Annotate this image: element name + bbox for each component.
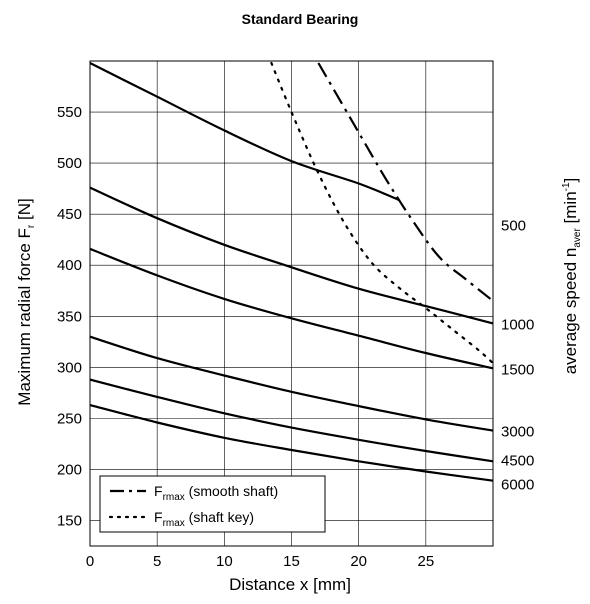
y-tick-label: 300 <box>57 359 82 376</box>
y2-axis-label: average speed naver [min-1] <box>561 178 583 375</box>
x-tick-label: 5 <box>153 553 161 570</box>
chart-title: Standard Bearing <box>242 11 359 27</box>
y-tick-label: 450 <box>57 206 82 223</box>
series-smooth-shaft <box>317 62 494 302</box>
series-3000 <box>89 335 494 432</box>
legend-shaft-key-label: Frmax (shaft key) <box>154 509 254 529</box>
speed-label-500: 500 <box>501 217 526 234</box>
y-tick-label: 150 <box>57 512 82 529</box>
x-axis-label: Distance x [mm] <box>229 575 351 594</box>
y-tick-label: 550 <box>57 104 82 121</box>
y-tick-label: 200 <box>57 461 82 478</box>
legend: Frmax (smooth shaft) Frmax (shaft key) <box>99 475 326 533</box>
x-tick-label: 25 <box>417 553 434 570</box>
series-1500 <box>89 247 494 370</box>
series-500 <box>89 62 400 201</box>
x-tick-label: 10 <box>216 553 233 570</box>
plot-frame <box>89 60 494 547</box>
series-1000 <box>89 186 494 325</box>
x-tick-labels: 0 5 10 15 20 25 <box>86 553 434 570</box>
y-tick-label: 350 <box>57 308 82 325</box>
speed-label-3000: 3000 <box>501 424 534 441</box>
speed-label-1000: 1000 <box>501 316 534 333</box>
speed-label-4500: 4500 <box>501 452 534 469</box>
series-shaft-key <box>270 61 495 365</box>
y-tick-label: 250 <box>57 410 82 427</box>
x-tick-label: 20 <box>350 553 367 570</box>
speed-label-1500: 1500 <box>501 361 534 378</box>
legend-smooth-shaft-label: Frmax (smooth shaft) <box>154 483 278 503</box>
y-tick-label: 400 <box>57 257 82 274</box>
series-4500 <box>89 378 494 463</box>
y-axis-label: Maximum radial force Fr [N] <box>15 198 37 405</box>
y-tick-labels: 150 200 250 300 350 400 450 500 550 <box>57 104 82 529</box>
speed-labels: 500 1000 1500 3000 4500 6000 <box>501 217 534 493</box>
x-tick-label: 0 <box>86 553 94 570</box>
x-tick-label: 15 <box>283 553 300 570</box>
legend-box <box>99 475 326 533</box>
speed-label-6000: 6000 <box>501 477 534 494</box>
data-series <box>89 61 495 482</box>
y-tick-label: 500 <box>57 155 82 172</box>
series-6000 <box>89 404 494 482</box>
